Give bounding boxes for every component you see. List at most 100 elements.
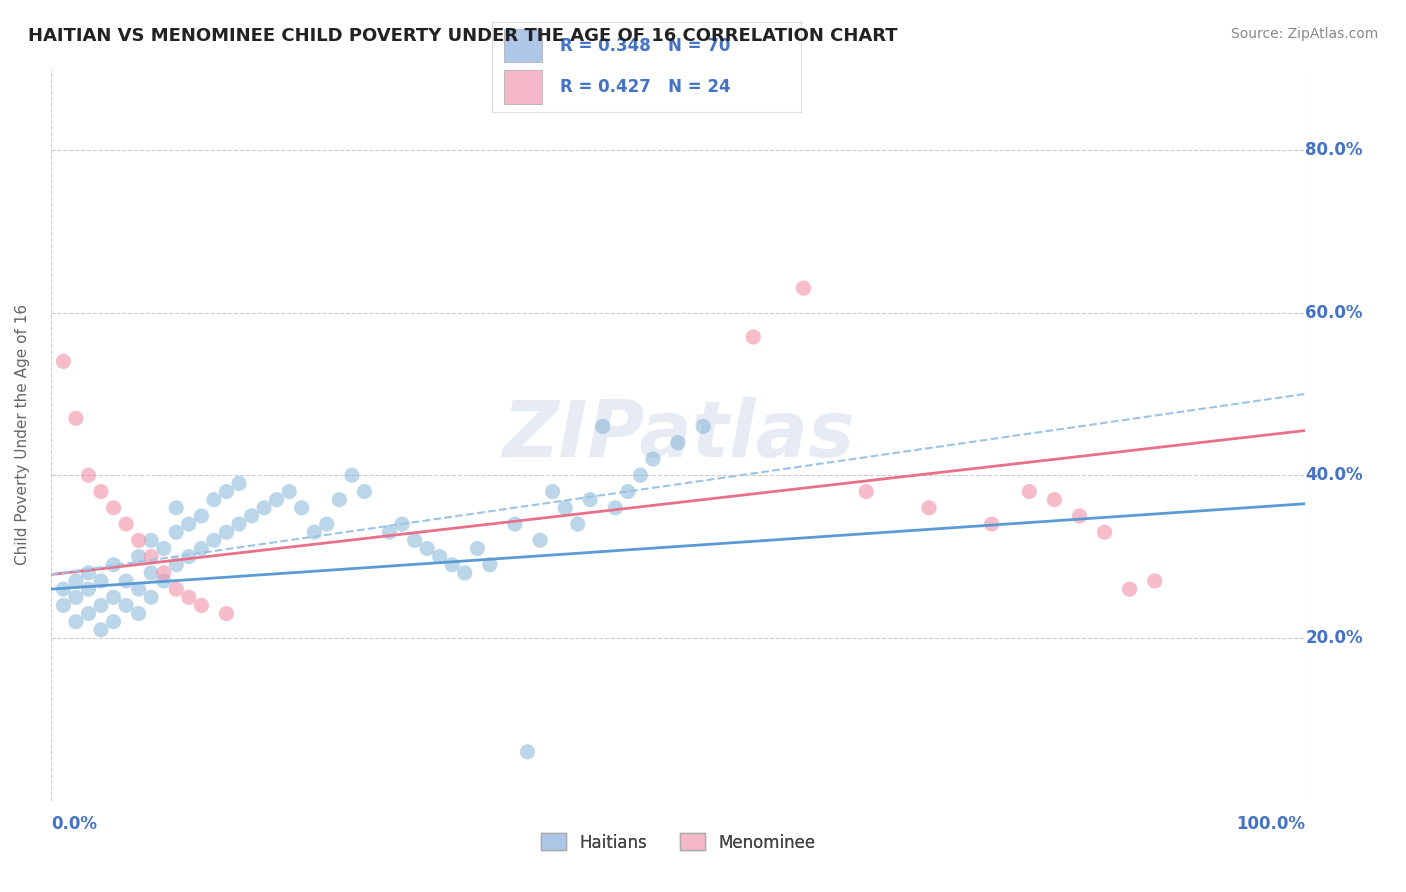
Point xyxy=(291,500,314,515)
Point xyxy=(65,591,87,605)
Point xyxy=(579,492,602,507)
FancyBboxPatch shape xyxy=(505,29,541,62)
Point xyxy=(90,623,112,637)
Point xyxy=(918,500,941,515)
Point xyxy=(617,484,640,499)
Point xyxy=(1118,582,1140,596)
Point xyxy=(65,574,87,588)
Point xyxy=(77,582,100,596)
Point xyxy=(391,517,413,532)
Point xyxy=(128,582,150,596)
Point xyxy=(1043,492,1066,507)
Point xyxy=(77,468,100,483)
Point xyxy=(52,354,75,368)
Point xyxy=(65,615,87,629)
Point xyxy=(103,500,125,515)
Point xyxy=(465,541,488,556)
Point xyxy=(103,615,125,629)
Point xyxy=(165,500,187,515)
Point xyxy=(77,566,100,580)
Point xyxy=(1069,508,1091,523)
Point xyxy=(190,541,212,556)
Point xyxy=(128,549,150,564)
Text: 40.0%: 40.0% xyxy=(1305,467,1362,484)
Point xyxy=(115,517,138,532)
Point xyxy=(328,492,350,507)
Point xyxy=(266,492,288,507)
Point xyxy=(516,745,538,759)
Point xyxy=(202,533,225,548)
Point xyxy=(165,558,187,572)
Point xyxy=(605,500,627,515)
Point xyxy=(478,558,501,572)
Point xyxy=(742,330,765,344)
Text: 20.0%: 20.0% xyxy=(1305,629,1362,647)
Y-axis label: Child Poverty Under the Age of 16: Child Poverty Under the Age of 16 xyxy=(15,304,30,566)
Point xyxy=(567,517,589,532)
Point xyxy=(454,566,477,580)
Point xyxy=(128,533,150,548)
Point xyxy=(429,549,451,564)
Point xyxy=(152,541,174,556)
Point xyxy=(353,484,375,499)
Point xyxy=(666,435,689,450)
Point xyxy=(855,484,877,499)
Point xyxy=(215,484,238,499)
Point xyxy=(315,517,337,532)
Point xyxy=(165,582,187,596)
Text: 100.0%: 100.0% xyxy=(1236,815,1305,833)
Point xyxy=(177,591,200,605)
Point xyxy=(240,508,263,523)
Point xyxy=(641,452,664,467)
Point xyxy=(228,476,250,491)
Point xyxy=(278,484,301,499)
Point xyxy=(592,419,614,434)
Point xyxy=(103,591,125,605)
Point xyxy=(529,533,551,548)
Point xyxy=(52,599,75,613)
Point xyxy=(554,500,576,515)
Point xyxy=(90,574,112,588)
Point xyxy=(541,484,564,499)
Point xyxy=(141,591,163,605)
Point xyxy=(980,517,1002,532)
Point xyxy=(152,566,174,580)
Point xyxy=(77,607,100,621)
Point xyxy=(378,525,401,540)
Text: R = 0.427   N = 24: R = 0.427 N = 24 xyxy=(560,78,731,96)
Text: HAITIAN VS MENOMINEE CHILD POVERTY UNDER THE AGE OF 16 CORRELATION CHART: HAITIAN VS MENOMINEE CHILD POVERTY UNDER… xyxy=(28,27,898,45)
Point xyxy=(52,582,75,596)
Point xyxy=(115,574,138,588)
Point xyxy=(1143,574,1166,588)
Point xyxy=(628,468,651,483)
Point xyxy=(215,525,238,540)
Text: 60.0%: 60.0% xyxy=(1305,303,1362,322)
Point xyxy=(404,533,426,548)
Point xyxy=(190,508,212,523)
Point xyxy=(165,525,187,540)
Point xyxy=(304,525,326,540)
Point xyxy=(90,484,112,499)
Point xyxy=(141,549,163,564)
Point xyxy=(128,607,150,621)
Point xyxy=(441,558,464,572)
Point xyxy=(202,492,225,507)
Point xyxy=(177,517,200,532)
Point xyxy=(1094,525,1116,540)
Point xyxy=(792,281,814,295)
Point xyxy=(416,541,439,556)
Point xyxy=(1018,484,1040,499)
Point xyxy=(503,517,526,532)
Point xyxy=(692,419,714,434)
Point xyxy=(103,558,125,572)
Point xyxy=(90,599,112,613)
FancyBboxPatch shape xyxy=(505,70,541,104)
Point xyxy=(190,599,212,613)
Text: R = 0.348   N = 70: R = 0.348 N = 70 xyxy=(560,37,731,55)
Point xyxy=(340,468,363,483)
Legend: Haitians, Menominee: Haitians, Menominee xyxy=(534,827,823,858)
Point xyxy=(65,411,87,425)
Text: 80.0%: 80.0% xyxy=(1305,141,1362,159)
Text: Source: ZipAtlas.com: Source: ZipAtlas.com xyxy=(1230,27,1378,41)
Point xyxy=(152,574,174,588)
